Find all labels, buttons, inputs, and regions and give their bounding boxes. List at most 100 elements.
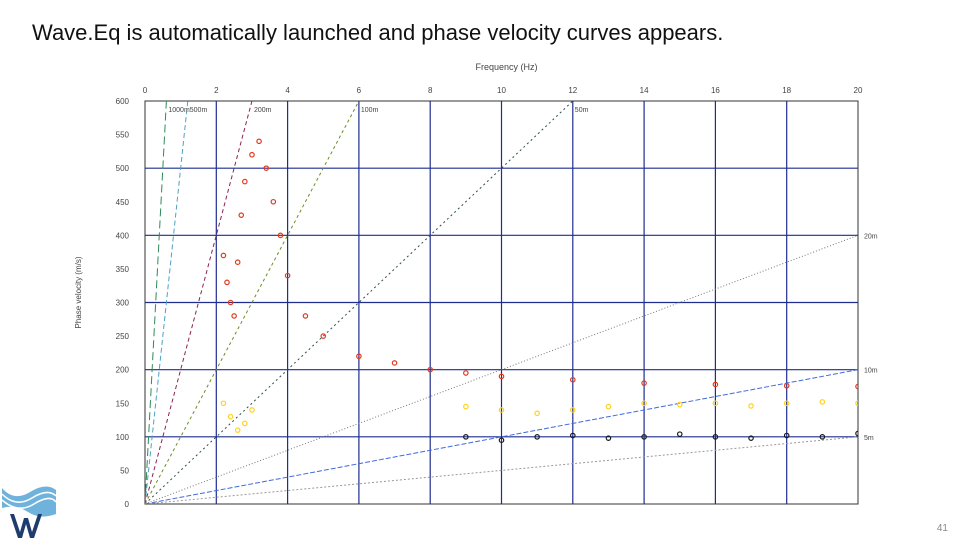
data-point (748, 403, 754, 409)
wavelength-line-500m (145, 101, 189, 504)
data-point (270, 198, 277, 205)
x-tick-label: 16 (711, 86, 720, 95)
y-tick-label: 100 (116, 433, 130, 442)
y-tick-label: 0 (125, 500, 130, 509)
data-point (263, 165, 270, 171)
x-tick-label: 20 (854, 86, 863, 95)
data-point (569, 407, 576, 413)
wavelength-line-20m (145, 234, 858, 504)
data-point (712, 381, 719, 388)
data-point (249, 151, 255, 158)
data-point (302, 313, 309, 319)
y-tick-label: 300 (116, 299, 130, 308)
data-point (463, 403, 469, 410)
data-point (783, 382, 790, 389)
data-point (220, 400, 227, 407)
data-point (641, 434, 647, 440)
x-tick-label: 8 (428, 86, 433, 95)
wavelength-label: 5m (864, 435, 874, 442)
data-point (498, 373, 505, 380)
data-point (356, 353, 362, 360)
x-tick-label: 18 (782, 86, 791, 95)
data-point (234, 427, 241, 433)
y-tick-label: 250 (116, 332, 130, 341)
y-tick-label: 50 (120, 466, 129, 475)
data-point (242, 178, 248, 185)
company-logo (0, 484, 58, 540)
wave-logo-icon (1, 486, 57, 538)
data-point (641, 400, 647, 407)
data-point (277, 232, 284, 239)
x-tick-label: 0 (143, 86, 148, 95)
scatter-group (220, 138, 858, 443)
data-point (242, 420, 248, 427)
wavelength-line-10m (145, 369, 858, 504)
data-point (224, 279, 230, 286)
data-point (220, 252, 227, 259)
data-point (391, 360, 398, 366)
x-tick-label: 12 (568, 86, 577, 95)
data-point (819, 434, 826, 440)
page-number: 41 (936, 523, 948, 534)
data-point (569, 432, 576, 439)
data-point (605, 403, 612, 410)
wavelength-label: 100m (361, 107, 379, 114)
data-point (783, 432, 790, 439)
data-point (498, 437, 505, 443)
wavelength-label: 1000m (168, 107, 190, 114)
y-axis-title: Phase velocity (m/s) (74, 256, 83, 328)
x-tick-label: 4 (285, 86, 290, 95)
data-point (284, 272, 291, 279)
data-point (227, 413, 234, 420)
wavelength-label: 20m (864, 233, 878, 240)
x-tick-label: 2 (214, 86, 219, 95)
data-point (534, 434, 540, 440)
y-tick-label: 200 (116, 366, 130, 375)
data-point (783, 400, 790, 407)
data-point (676, 401, 683, 408)
data-point (427, 366, 434, 373)
y-tick-label: 550 (116, 131, 130, 140)
y-tick-label: 150 (116, 399, 130, 408)
wavelength-label: 200m (254, 107, 272, 114)
x-axis-title: Frequency (Hz) (475, 62, 537, 72)
data-point (855, 383, 858, 390)
slide-title: Wave.Eq is automatically launched and ph… (32, 20, 724, 45)
data-point (234, 259, 241, 266)
y-tick-label: 450 (116, 198, 130, 207)
data-point (712, 400, 719, 407)
y-tick-label: 500 (116, 164, 130, 173)
wavelength-line-group (145, 101, 858, 504)
x-tick-label: 6 (357, 86, 362, 95)
data-point (605, 435, 612, 441)
data-point (227, 299, 234, 306)
data-point (855, 400, 858, 407)
wavelength-line-1000m (145, 101, 167, 504)
wavelength-label: 50m (575, 107, 589, 114)
data-point (320, 333, 327, 339)
y-tick-label: 400 (116, 231, 130, 240)
data-point (231, 313, 237, 319)
wavelength-label: 10m (864, 368, 878, 375)
data-point (498, 407, 505, 413)
data-point (748, 435, 754, 441)
y-tick-label: 350 (116, 265, 130, 274)
data-point (238, 212, 245, 218)
data-point (855, 430, 858, 437)
data-point (249, 407, 255, 413)
data-point (463, 434, 469, 440)
wavelength-line-100m (145, 101, 360, 504)
wavelength-label: 500m (190, 107, 208, 114)
y-tick-label: 600 (116, 97, 130, 106)
data-point (256, 138, 262, 145)
x-tick-label: 14 (640, 86, 649, 95)
data-point (569, 376, 576, 383)
data-point (819, 399, 826, 405)
data-point (534, 410, 540, 417)
x-tick-label: 10 (497, 86, 506, 95)
data-point (676, 431, 683, 437)
data-point (712, 434, 719, 440)
data-point (463, 370, 469, 376)
